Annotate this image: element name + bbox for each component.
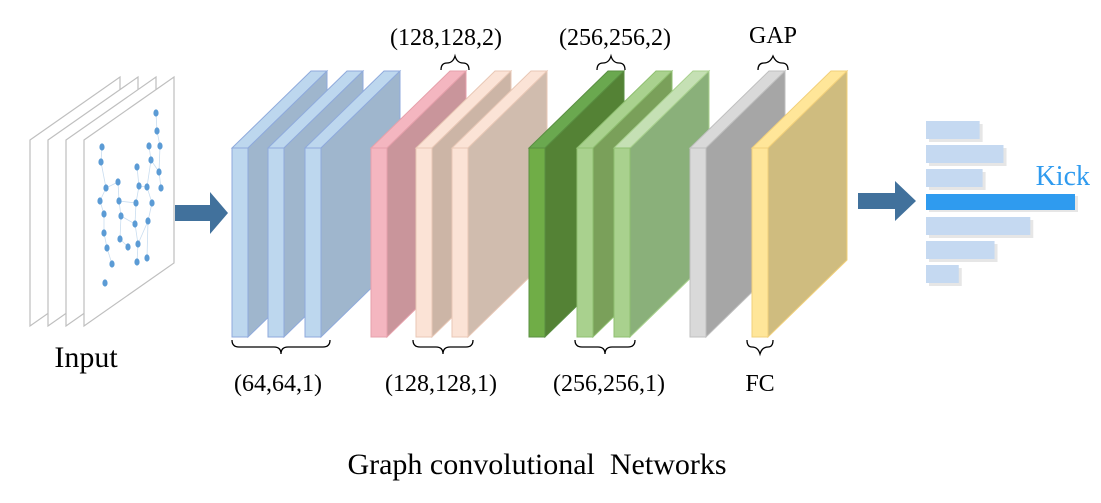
graph-node [135, 240, 141, 248]
graph-node [136, 182, 142, 190]
fc-layer [750, 69, 849, 339]
layer-group-128 [369, 69, 549, 339]
graph-edge [137, 220, 149, 245]
diagram-caption: Graph convolutional Networks [347, 448, 726, 481]
label-128-top: (128,128,2) [390, 25, 502, 51]
layer-group-64 [230, 69, 402, 339]
input-graph-sheet [83, 75, 175, 328]
label-gap: GAP [749, 23, 797, 49]
graph-node [133, 199, 139, 207]
brace-256-bottom [574, 339, 636, 355]
output-bar [926, 217, 1031, 235]
graph-node [156, 168, 162, 176]
graph-node [144, 183, 150, 191]
graph-edge [119, 215, 122, 240]
label-64-bottom: (64,64,1) [234, 371, 322, 397]
graph-node [134, 258, 140, 266]
input-graph-nodes [97, 109, 164, 287]
label-256-top: (256,256,2) [559, 25, 671, 51]
label-256-bottom: (256,256,1) [553, 371, 665, 397]
output-bar-highlight [926, 194, 1075, 210]
output-class-label: Kick [1036, 161, 1090, 192]
graph-node [109, 260, 115, 268]
graph-node [99, 143, 105, 151]
output-bar [926, 121, 980, 139]
graph-node [98, 158, 104, 166]
graph-node [101, 210, 107, 218]
graph-node [154, 127, 160, 135]
graph-node [134, 163, 140, 171]
graph-node [117, 235, 123, 243]
input-arrow [175, 192, 228, 234]
graph-node [145, 217, 151, 225]
feature-map-layer [612, 69, 711, 339]
brace-128-bottom [412, 339, 474, 355]
graph-node [158, 184, 164, 192]
graph-node [149, 199, 155, 207]
feature-map-layer [450, 69, 549, 339]
graph-node [118, 212, 124, 220]
graph-node [102, 279, 108, 287]
output-bar [926, 241, 995, 259]
graph-node [146, 142, 152, 150]
graph-node [132, 220, 138, 228]
label-fc: FC [745, 371, 774, 397]
graph-node [97, 197, 103, 205]
graph-node [153, 109, 159, 117]
brace-128-top [440, 53, 470, 71]
output-bars [926, 121, 1078, 286]
graph-node [125, 243, 131, 251]
output-arrow [858, 181, 916, 221]
graph-edge [100, 161, 107, 189]
input-label: Input [54, 341, 118, 374]
output-bar [926, 265, 959, 283]
graph-node [104, 244, 110, 252]
graph-node [144, 254, 150, 262]
brace-fc-bottom [746, 339, 774, 357]
layer-group-256 [527, 69, 711, 339]
brace-64-bottom [231, 339, 331, 355]
graph-edge [118, 200, 137, 204]
graph-edge [146, 220, 149, 259]
graph-edge [158, 145, 161, 173]
graph-node [103, 184, 109, 192]
graph-node [157, 142, 163, 150]
graph-node [101, 229, 107, 237]
output-bar [926, 145, 1004, 163]
brace-gap-top [757, 54, 789, 71]
graph-node [115, 178, 121, 186]
brace-256-top [596, 53, 626, 71]
graph-edge [146, 159, 152, 188]
input-graph-stack [29, 75, 175, 328]
graph-node [148, 156, 154, 164]
output-bar [926, 169, 983, 187]
label-128-bottom: (128,128,1) [385, 371, 497, 397]
layer-group-gap-fc [688, 69, 849, 339]
graph-node [116, 197, 122, 205]
